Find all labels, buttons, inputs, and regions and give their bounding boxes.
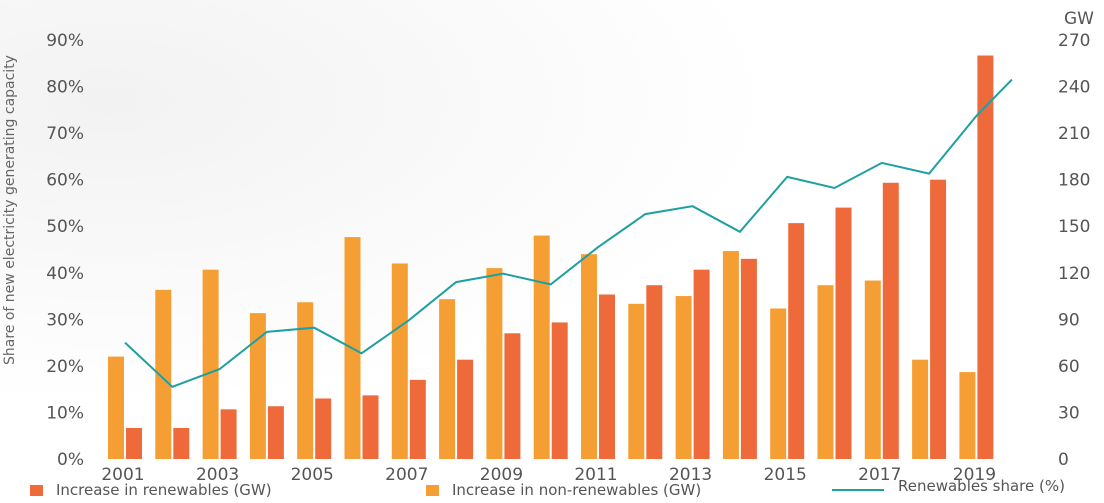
right-tick-label: 270 <box>1058 31 1090 51</box>
bar-renewables-2012 <box>646 285 663 459</box>
legend-label-renewables: Increase in renewables (GW) <box>56 481 272 499</box>
bar-renewables-2009 <box>504 333 521 459</box>
x-tick-label: 2015 <box>764 465 807 485</box>
x-tick-label: 2009 <box>480 465 523 485</box>
x-tick-label: 2017 <box>858 465 901 485</box>
bar-renewables-2005 <box>315 398 332 459</box>
bar-renewables-2006 <box>362 395 379 459</box>
left-tick-label: 70% <box>46 124 84 144</box>
bar-renewables-2018 <box>930 179 947 459</box>
bar-non-renewables-2017 <box>864 280 881 459</box>
left-axis: 0% 10% 20% 30% 40% 50% 60% 70% 80% 90% <box>46 31 84 470</box>
bar-non-renewables-2001 <box>108 356 124 459</box>
right-tick-label: 90 <box>1058 310 1080 330</box>
right-tick-label: 0 <box>1058 450 1069 470</box>
bar-renewables-2011 <box>599 294 615 459</box>
bar-renewables-2017 <box>882 182 899 459</box>
bar-non-renewables-2014 <box>722 251 739 459</box>
legend-swatch-renewables <box>30 485 43 496</box>
left-tick-label: 50% <box>46 217 84 237</box>
right-tick-label: 30 <box>1058 403 1080 423</box>
left-tick-label: 30% <box>46 310 84 330</box>
bar-non-renewables-2010 <box>533 235 550 459</box>
left-tick-label: 80% <box>46 78 84 98</box>
renewables-share-line <box>124 78 1013 388</box>
bar-renewables-2015 <box>788 223 805 459</box>
bar-non-renewables-2007 <box>391 263 408 459</box>
left-tick-label: 90% <box>46 31 84 51</box>
left-axis-title: Share of new electricity generating capa… <box>2 55 18 365</box>
bar-renewables-2013 <box>693 269 710 459</box>
legend: Increase in renewables (GW) Increase in n… <box>30 477 1065 499</box>
bar-non-renewables-2005 <box>297 302 314 459</box>
right-tick-label: 240 <box>1058 78 1090 98</box>
bar-renewables-2010 <box>551 322 568 459</box>
bar-renewables-2008 <box>457 359 474 459</box>
line-layer <box>124 78 1013 388</box>
x-tick-label: 2013 <box>669 465 712 485</box>
bar-non-renewables-2009 <box>486 268 503 459</box>
right-tick-label: 120 <box>1058 264 1090 284</box>
bar-non-renewables-2016 <box>817 285 834 459</box>
bar-non-renewables-2004 <box>249 313 266 459</box>
bar-renewables-2007 <box>409 379 426 459</box>
legend-swatch-non-renewables <box>426 485 439 496</box>
bar-non-renewables-2003 <box>202 269 219 459</box>
bar-non-renewables-2002 <box>155 289 172 459</box>
bar-non-renewables-2013 <box>675 296 692 459</box>
x-tick-label: 2001 <box>101 465 144 485</box>
x-tick-label: 2007 <box>385 465 428 485</box>
right-tick-label: 210 <box>1058 124 1090 144</box>
left-tick-label: 40% <box>46 264 84 284</box>
left-tick-label: 20% <box>46 357 84 377</box>
left-tick-label: 0% <box>57 450 84 470</box>
legend-label-non-renewables: Increase in non-renewables (GW) <box>452 481 701 499</box>
bar-renewables-2001 <box>126 427 142 459</box>
bar-non-renewables-2019 <box>959 372 976 459</box>
bar-renewables-2003 <box>220 409 237 459</box>
x-tick-label: 2019 <box>953 465 996 485</box>
x-axis: 2001 2003 2005 2007 2009 2011 2013 2015 2017 2019 <box>101 465 996 485</box>
legend-label-share: Renewables share (%) <box>898 477 1065 495</box>
bar-non-renewables-2012 <box>628 303 645 459</box>
right-axis: 0 30 60 90 120 150 180 210 240 270 <box>1058 31 1090 470</box>
bar-renewables-2016 <box>835 207 852 459</box>
bar-renewables-2004 <box>267 406 284 459</box>
right-axis-unit: GW <box>1064 9 1094 29</box>
bars-layer <box>108 55 994 459</box>
bar-renewables-2019 <box>977 55 994 459</box>
right-tick-label: 180 <box>1058 171 1090 191</box>
left-tick-label: 10% <box>46 403 84 423</box>
x-tick-label: 2005 <box>291 465 334 485</box>
x-tick-label: 2003 <box>196 465 239 485</box>
x-tick-label: 2011 <box>574 465 617 485</box>
bar-non-renewables-2011 <box>581 254 597 459</box>
left-tick-label: 60% <box>46 171 84 191</box>
bar-renewables-2014 <box>740 258 757 459</box>
bar-renewables-2002 <box>173 427 190 459</box>
right-tick-label: 150 <box>1058 217 1090 237</box>
bar-non-renewables-2015 <box>770 308 787 459</box>
bar-non-renewables-2018 <box>912 359 929 459</box>
bar-non-renewables-2008 <box>439 299 456 459</box>
right-tick-label: 60 <box>1058 357 1080 377</box>
